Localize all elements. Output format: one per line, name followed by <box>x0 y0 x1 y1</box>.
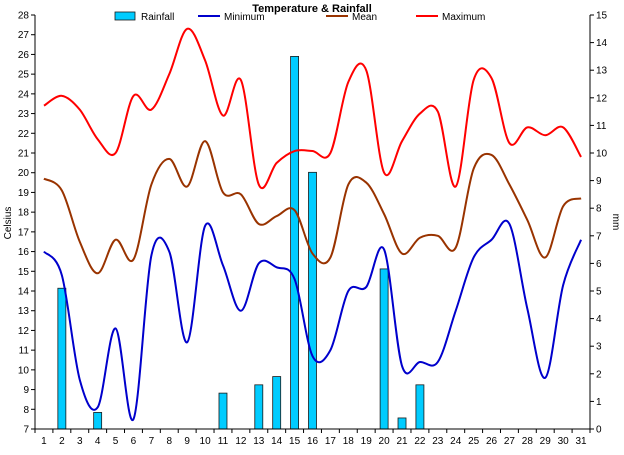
rainfall-bar <box>379 268 389 430</box>
x-tick-label: 6 <box>131 436 137 447</box>
rainfall-bar <box>218 392 228 430</box>
y-tick-label-right: 10 <box>596 149 608 160</box>
y-tick-label-right: 7 <box>596 231 602 242</box>
y-tick-label-right: 11 <box>596 121 607 132</box>
x-tick-label: 22 <box>414 436 426 447</box>
y-tick-label-left: 21 <box>18 149 30 160</box>
y-tick-label-left: 11 <box>19 346 30 357</box>
y-tick-label-right: 15 <box>596 11 608 22</box>
y-tick-label-right: 12 <box>596 93 608 104</box>
x-tick-label: 5 <box>113 436 119 447</box>
x-tick-label: 18 <box>343 436 355 447</box>
x-tick-label: 16 <box>307 436 319 447</box>
x-tick-label: 14 <box>271 436 283 447</box>
x-tick-label: 17 <box>325 436 337 447</box>
rainfall-bar <box>290 56 299 430</box>
y-tick-label-left: 8 <box>23 405 29 416</box>
y-tick-label-left: 28 <box>18 11 30 22</box>
y-tick-label-left: 17 <box>18 227 30 238</box>
y-tick-label-right: 13 <box>596 66 608 77</box>
y-tick-label-left: 23 <box>18 109 30 120</box>
x-tick-label: 15 <box>289 436 301 447</box>
x-tick-label: 27 <box>504 436 516 447</box>
mean-temperature-line <box>43 140 582 275</box>
rainfall-bar <box>397 417 407 430</box>
y-tick-label-left: 14 <box>18 287 30 298</box>
y-tick-label-right: 5 <box>596 287 602 298</box>
chart-title: Temperature & Rainfall <box>252 3 372 15</box>
x-tick-label: 31 <box>575 436 587 447</box>
y-tick-label-left: 25 <box>18 70 30 81</box>
y-tick-label-right: 4 <box>596 314 602 325</box>
x-tick-label: 23 <box>432 436 444 447</box>
legend-label-maximum: Maximum <box>442 12 485 23</box>
x-tick-label: 26 <box>486 436 498 447</box>
x-tick-label: 11 <box>218 436 229 447</box>
y-tick-label-left: 10 <box>18 365 30 376</box>
y-tick-label-right: 2 <box>596 369 602 380</box>
x-tick-label: 8 <box>166 436 172 447</box>
y-tick-label-left: 12 <box>18 326 30 337</box>
x-tick-label: 12 <box>235 436 247 447</box>
legend-label-minimum: Minimum <box>224 12 265 23</box>
y-tick-label-right: 1 <box>596 397 602 408</box>
y-axis-label-right: mm <box>610 214 621 231</box>
rainfall-bar <box>93 412 103 430</box>
minimum-temperature-line <box>43 219 582 421</box>
y-tick-label-left: 24 <box>18 89 30 100</box>
y-tick-label-left: 27 <box>18 30 30 41</box>
temperature-lines <box>43 27 582 421</box>
x-tick-label: 7 <box>149 436 155 447</box>
x-tick-label: 25 <box>468 436 480 447</box>
x-tick-label: 24 <box>450 436 462 447</box>
y-axis-label-left: Celsius <box>3 207 14 240</box>
legend-label-mean: Mean <box>352 12 377 23</box>
y-tick-label-right: 9 <box>596 176 602 187</box>
x-tick-label: 29 <box>540 436 552 447</box>
legend-label-rainfall: Rainfall <box>141 12 174 23</box>
axes: 7891011121314151617181920212223242526272… <box>18 11 608 448</box>
y-tick-label-left: 16 <box>18 247 30 258</box>
x-tick-label: 30 <box>558 436 570 447</box>
x-tick-label: 19 <box>361 436 373 447</box>
x-tick-label: 20 <box>379 436 391 447</box>
rainfall-bar <box>57 287 67 430</box>
y-tick-label-right: 6 <box>596 259 602 270</box>
legend-swatch-rainfall <box>114 11 136 21</box>
legend: Rainfall Minimum Mean Maximum <box>114 11 485 23</box>
x-tick-label: 21 <box>396 436 408 447</box>
y-tick-label-left: 9 <box>23 385 29 396</box>
x-tick-label: 13 <box>253 436 265 447</box>
y-tick-label-left: 13 <box>18 306 30 317</box>
x-tick-label: 28 <box>522 436 534 447</box>
x-tick-label: 4 <box>95 436 101 447</box>
maximum-temperature-line <box>43 27 582 189</box>
rainfall-bar <box>254 384 264 430</box>
rainfall-bars <box>57 56 425 430</box>
y-tick-label-left: 22 <box>18 129 30 140</box>
y-tick-label-right: 3 <box>596 342 602 353</box>
x-tick-label: 1 <box>41 436 47 447</box>
x-tick-label: 9 <box>184 436 190 447</box>
y-tick-label-left: 7 <box>23 425 29 436</box>
y-tick-label-right: 0 <box>596 425 602 436</box>
y-tick-label-left: 20 <box>18 168 30 179</box>
rainfall-bar <box>272 376 282 430</box>
y-tick-label-left: 19 <box>18 188 30 199</box>
y-tick-label-left: 18 <box>18 208 30 219</box>
y-tick-label-right: 8 <box>596 204 602 215</box>
y-tick-label-right: 14 <box>596 38 608 49</box>
x-tick-label: 3 <box>77 436 83 447</box>
y-tick-label-left: 15 <box>18 267 30 278</box>
rainfall-bar <box>415 384 425 430</box>
x-tick-label: 10 <box>200 436 212 447</box>
x-tick-label: 2 <box>59 436 65 447</box>
y-tick-label-left: 26 <box>18 50 30 61</box>
rainfall-bar <box>308 171 317 430</box>
